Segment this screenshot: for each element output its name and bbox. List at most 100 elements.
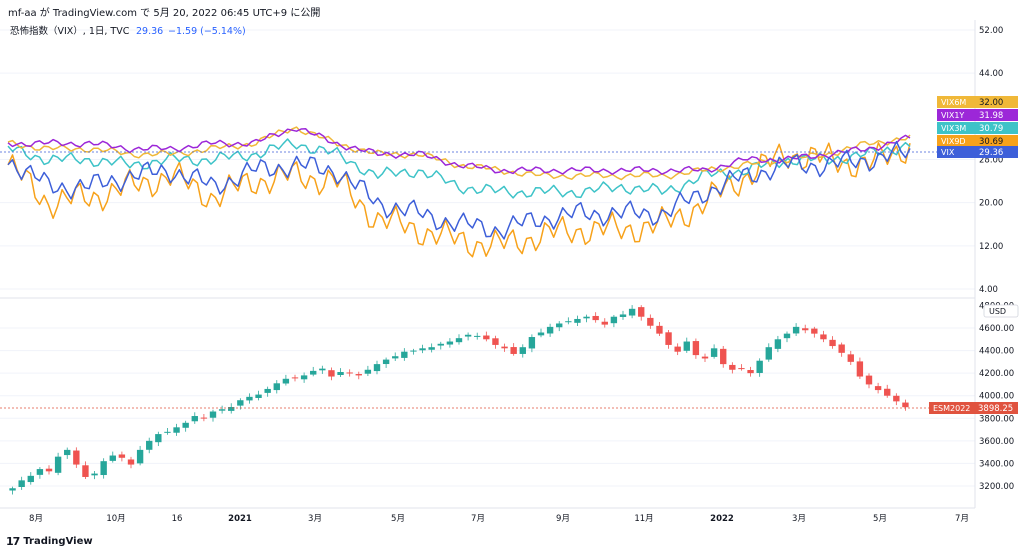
time-tick-label: 2022	[710, 514, 734, 524]
es-candle-body	[355, 374, 362, 376]
time-tick-label: 9月	[556, 514, 570, 524]
es-candle-body	[27, 475, 34, 483]
series-name-tag	[937, 96, 975, 108]
es-candle-body	[674, 346, 681, 352]
es-candle-body	[455, 338, 463, 343]
es-candle-body	[610, 316, 618, 324]
es-candle-body	[246, 396, 253, 401]
es-candle-body	[291, 377, 299, 379]
series-line-vix3m	[7, 138, 911, 199]
series-value-tag	[975, 122, 1018, 134]
es-candle-body	[54, 456, 62, 473]
es-candle-body	[838, 344, 845, 353]
es-candle-body	[437, 343, 444, 346]
series-name-tag	[937, 146, 975, 158]
es-tick-label: 3200.00	[979, 482, 1014, 492]
es-candle-body	[783, 333, 791, 339]
es-candle-body	[638, 307, 645, 317]
es-tick-label: 4600.00	[979, 324, 1014, 334]
es-candle-body	[45, 468, 53, 472]
es-candle-body	[392, 356, 399, 359]
es-tick-label: 3400.00	[979, 459, 1014, 469]
series-name-text: VIX6M	[941, 98, 966, 107]
legend-title[interactable]: 恐怖指数（VIX）, 1日, TVC	[10, 25, 130, 37]
es-candle-body	[401, 351, 408, 358]
es-candle-body	[519, 347, 526, 354]
es-candle-body	[510, 347, 517, 354]
es-name-text: ESM2022	[933, 404, 970, 413]
es-candle-body	[18, 480, 25, 487]
es-candle-body	[856, 361, 864, 377]
es-candle-body	[346, 372, 353, 374]
series-value-tag	[975, 135, 1018, 147]
es-candle-body	[774, 339, 782, 349]
time-tick-label: 3月	[792, 514, 806, 524]
es-candle-body	[118, 454, 126, 458]
es-candle-body	[565, 321, 572, 323]
series-name-text: VIX1Y	[941, 111, 964, 120]
es-candle-body	[528, 337, 536, 349]
es-candle-body	[200, 417, 208, 419]
es-tick-label: 4200.00	[979, 369, 1014, 379]
es-candle-body	[492, 338, 499, 345]
es-candle-body	[747, 370, 754, 374]
es-candle-body	[273, 383, 280, 391]
es-candle-body	[91, 473, 98, 476]
legend-value: 29.36	[136, 26, 163, 37]
es-candle-body	[36, 469, 44, 475]
es-candle-body	[792, 326, 800, 334]
es-candle-body	[264, 388, 271, 393]
unit-badge	[983, 304, 1019, 318]
es-candle-body	[310, 370, 317, 375]
es-candle-body	[464, 334, 472, 337]
series-value-tag	[975, 96, 1018, 108]
es-candle-body	[164, 431, 171, 433]
es-candle-body	[146, 440, 153, 450]
es-candle-body	[319, 368, 326, 371]
es-candle-body	[237, 400, 244, 406]
es-candle-body	[811, 328, 818, 334]
es-candle-body	[100, 461, 107, 476]
es-candle-body	[73, 450, 80, 465]
publish-header: mf-aa が TradingView.com で 5月 20, 2022 06…	[8, 8, 321, 19]
time-tick-label: 5月	[391, 514, 405, 524]
time-tick-label: 2021	[228, 514, 252, 524]
es-candle-body	[182, 422, 189, 428]
es-candle-body	[300, 375, 308, 380]
vix-series-lines	[7, 126, 911, 258]
es-candle-body	[474, 335, 481, 337]
series-last-value-tags: VIX6M 32.00 VIX1Y 31.98 VIX3M 30.79 VIX9D 30.69…	[929, 96, 1018, 414]
vix-tick-label: 12.00	[979, 242, 1003, 252]
time-tick-label: 16	[172, 514, 183, 524]
es-candle-body	[583, 316, 590, 319]
es-candle-body	[428, 347, 435, 350]
es-value-text: 3898.25	[978, 404, 1013, 414]
tradingview-logo[interactable]: 𝟭𝟳 TradingView	[6, 535, 93, 548]
series-value-tag	[975, 146, 1018, 158]
es-candle-body	[255, 394, 262, 398]
es-candle-body	[373, 364, 381, 372]
series-value-text: 32.00	[979, 98, 1003, 108]
es-value-tag	[975, 402, 1018, 414]
series-value-tag	[975, 109, 1018, 121]
es-candle-body	[720, 348, 727, 365]
es-price-axis: 4600.00 4400.00 4200.00 4000.00 3800.00 3600.…	[979, 301, 1019, 492]
es-candle-body	[410, 350, 417, 352]
es-candle-body	[556, 323, 563, 328]
es-candle-body	[729, 364, 736, 370]
es-candle-body	[109, 455, 116, 461]
es-candle-body	[820, 334, 827, 340]
es-candle-body	[218, 409, 226, 411]
es-candle-body	[127, 459, 135, 465]
es-candle-body	[738, 368, 745, 370]
es-candle-body	[282, 378, 290, 384]
es-candle-body	[683, 341, 690, 351]
es-candle-body	[419, 348, 426, 351]
time-tick-label: 5月	[873, 514, 887, 524]
vix-tick-label: 20.00	[979, 199, 1003, 209]
es-candle-body	[647, 317, 654, 326]
time-tick-label: 11月	[634, 514, 653, 524]
es-tick-label: 3600.00	[979, 437, 1014, 447]
es-candle-body	[884, 388, 891, 396]
